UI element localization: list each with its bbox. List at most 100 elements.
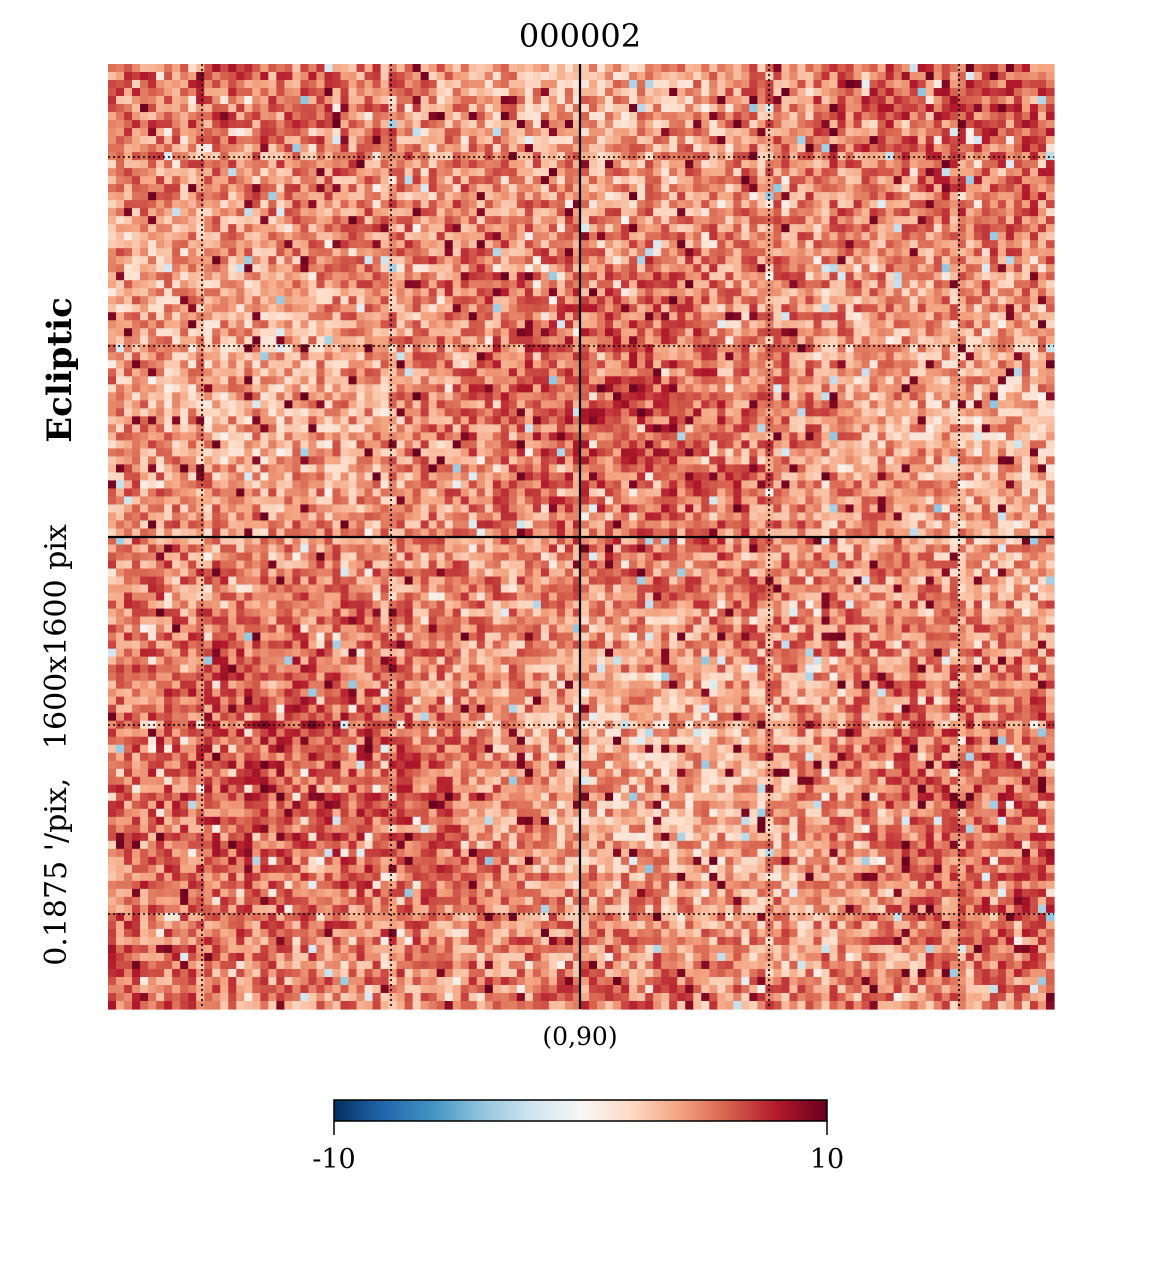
map-pixel <box>837 224 847 233</box>
map-pixel <box>989 288 999 297</box>
map-pixel <box>316 240 326 249</box>
map-pixel <box>236 248 245 257</box>
map-pixel <box>420 88 430 97</box>
map-pixel <box>1037 80 1047 89</box>
map-pixel <box>500 280 510 289</box>
map-pixel <box>236 272 245 281</box>
map-pixel <box>821 312 831 321</box>
map-pixel <box>749 80 758 89</box>
map-pixel <box>709 232 718 241</box>
map-pixel <box>781 120 791 129</box>
map-pixel <box>725 288 734 297</box>
map-pixel <box>941 296 951 305</box>
map-pixel <box>965 264 975 273</box>
map-pixel <box>709 304 718 313</box>
map-pixel <box>292 248 302 257</box>
map-pixel <box>372 344 382 353</box>
map-pixel <box>789 144 799 153</box>
map-pixel <box>869 352 879 361</box>
map-pixel <box>805 304 815 313</box>
map-pixel <box>460 144 470 153</box>
map-pixel <box>116 128 125 137</box>
map-pixel <box>308 248 318 257</box>
map-pixel <box>669 144 678 153</box>
map-pixel <box>893 88 903 97</box>
map-pixel <box>572 168 582 177</box>
map-pixel <box>372 256 382 265</box>
map-pixel <box>789 160 799 169</box>
map-pixel <box>148 232 157 241</box>
map-pixel <box>973 280 983 289</box>
map-pixel <box>709 288 718 297</box>
map-pixel <box>669 64 678 73</box>
map-pixel <box>356 280 366 289</box>
map-pixel <box>869 176 879 185</box>
map-pixel <box>364 304 374 313</box>
map-pixel <box>781 72 791 81</box>
map-pixel <box>516 336 526 345</box>
map-pixel <box>428 72 438 81</box>
map-pixel <box>701 232 710 241</box>
map-pixel <box>348 104 358 113</box>
map-pixel <box>260 248 269 257</box>
map-pixel <box>709 160 718 169</box>
map-pixel <box>853 264 863 273</box>
map-pixel <box>284 128 293 137</box>
map-pixel <box>957 280 967 289</box>
map-pixel <box>821 104 831 113</box>
map-pixel <box>917 144 927 153</box>
map-pixel <box>845 288 855 297</box>
map-pixel <box>621 232 630 241</box>
map-pixel <box>837 248 847 257</box>
map-pixel <box>116 336 125 345</box>
map-pixel <box>829 312 839 321</box>
map-pixel <box>653 320 662 329</box>
map-pixel <box>300 160 310 169</box>
map-pixel <box>484 288 494 297</box>
map-pixel <box>949 384 959 393</box>
map-pixel <box>108 160 117 169</box>
map-pixel <box>661 88 670 97</box>
map-pixel <box>484 144 494 153</box>
map-pixel <box>564 176 574 185</box>
map-pixel <box>340 240 350 249</box>
map-pixel <box>733 304 742 313</box>
map-pixel <box>781 256 791 265</box>
map-pixel <box>869 280 879 289</box>
map-pixel <box>516 128 526 137</box>
map-pixel <box>188 320 197 329</box>
map-pixel <box>524 192 534 201</box>
map-pixel <box>829 360 839 369</box>
map-pixel <box>540 176 550 185</box>
map-pixel <box>701 128 710 137</box>
map-pixel <box>965 64 975 73</box>
map-pixel <box>853 184 863 193</box>
map-pixel <box>332 264 342 273</box>
map-pixel <box>797 264 807 273</box>
map-pixel <box>164 336 173 345</box>
map-pixel <box>701 208 710 217</box>
map-pixel <box>236 216 245 225</box>
map-pixel <box>508 80 518 89</box>
map-pixel <box>765 144 775 153</box>
map-pixel <box>172 176 181 185</box>
map-pixel <box>404 112 414 121</box>
map-pixel <box>212 264 221 273</box>
map-pixel <box>124 392 133 401</box>
map-pixel <box>276 328 285 337</box>
map-pixel <box>220 272 229 281</box>
map-pixel <box>869 96 879 105</box>
map-pixel <box>436 312 446 321</box>
map-pixel <box>396 272 406 281</box>
map-pixel <box>637 264 646 273</box>
map-pixel <box>717 264 726 273</box>
map-pixel <box>140 232 149 241</box>
map-pixel <box>973 296 983 305</box>
map-pixel <box>572 312 582 321</box>
map-pixel <box>941 376 951 385</box>
map-pixel <box>1029 336 1039 345</box>
map-pixel <box>556 336 566 345</box>
map-pixel <box>188 336 197 345</box>
map-pixel <box>757 184 766 193</box>
map-pixel <box>252 128 261 137</box>
